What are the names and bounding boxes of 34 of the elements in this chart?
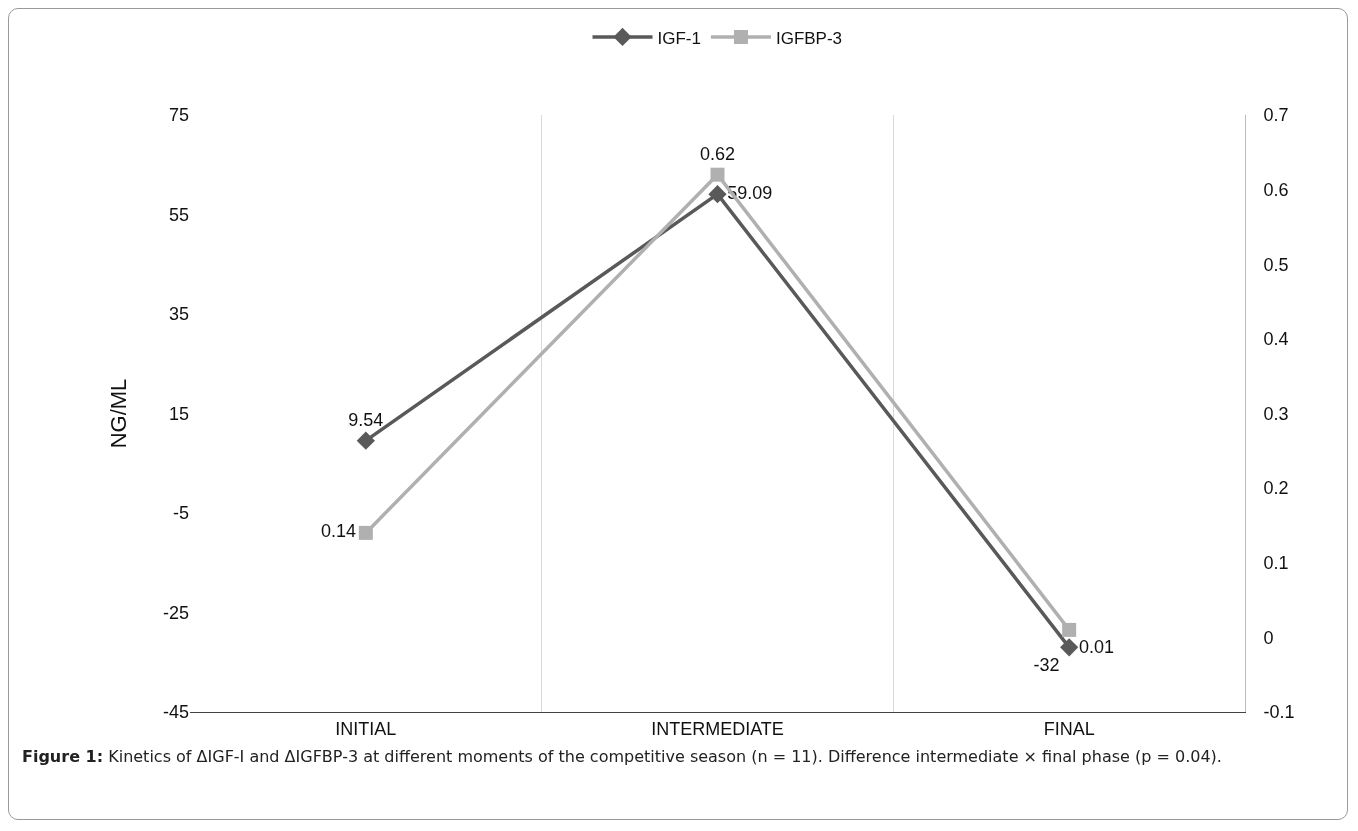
data-label: 0.62: [699, 144, 736, 165]
y-tick-label: -45: [162, 702, 189, 723]
y-tick-label: 35: [168, 304, 189, 325]
point: [708, 185, 727, 204]
data-label: -32: [1033, 654, 1060, 675]
point: [710, 167, 725, 182]
y2-tick-label: -0.1: [1263, 702, 1295, 723]
y2-tick-label: 0: [1263, 627, 1274, 648]
y-axis-title: NG/ML: [105, 378, 131, 449]
point: [1060, 638, 1079, 657]
y-tick-label: 15: [168, 403, 189, 424]
legend-label: IGFBP-3: [775, 28, 843, 48]
y2-tick-label: 0.1: [1263, 553, 1289, 574]
y-tick-label: -5: [172, 503, 189, 524]
point: [1062, 622, 1077, 637]
y2-tick-label: 0.5: [1263, 254, 1289, 275]
legend-label: IGF-1: [657, 28, 701, 48]
x-tick-label: INITIAL: [335, 718, 397, 739]
y-tick-label: -25: [162, 602, 189, 623]
point: [358, 525, 373, 540]
y2-tick-label: 0.3: [1263, 403, 1289, 424]
caption: Figure 1: Kinetics of ΔIGF-I and ΔIGFBP-3 at different moments of the competitive season (n = 11). Difference intermediate × final phase (p = 0.04).: [22, 747, 1222, 766]
y2-tick-label: 0.6: [1263, 179, 1289, 200]
data-label: 0.01: [1078, 637, 1114, 658]
x-tick-label: INTERMEDIATE: [651, 718, 784, 739]
data-label: 0.14: [321, 521, 357, 542]
y2-tick-label: 0.4: [1263, 329, 1289, 350]
x-tick-label: FINAL: [1043, 718, 1095, 739]
data-label: 9.54: [348, 410, 384, 431]
y-tick-label: 75: [168, 105, 189, 126]
y2-tick-label: 0.2: [1263, 478, 1289, 499]
y2-tick-label: 0.7: [1263, 105, 1289, 126]
point: [356, 431, 375, 450]
y-tick-label: 55: [168, 204, 189, 225]
